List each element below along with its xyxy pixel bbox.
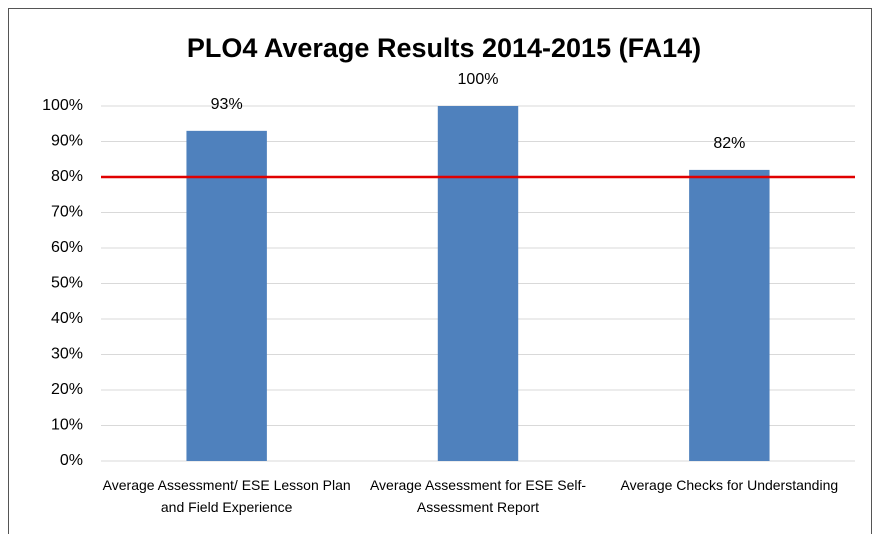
chart-title: PLO4 Average Results 2014-2015 (FA14) [187,33,701,63]
y-tick-label: 10% [51,417,83,434]
y-tick-label: 70% [51,204,83,221]
bar [689,169,770,461]
y-tick-label: 20% [51,381,83,398]
y-tick-label: 90% [51,133,83,150]
value-label: 82% [713,135,745,152]
value-label: 93% [211,96,243,113]
bar [437,106,519,461]
y-tick-label: 80% [51,168,83,185]
y-tick-label: 60% [51,239,83,256]
x-tick-label: Average Assessment/ ESE Lesson Plan and … [102,477,351,515]
x-tick-label: Average Checks for Understanding [620,477,839,493]
y-tick-label: 100% [42,97,83,114]
y-tick-label: 50% [51,275,83,292]
y-tick-label: 30% [51,346,83,363]
bar [186,130,267,461]
x-tick-label: Average Assessment for ESE Self-Assessme… [369,477,587,515]
y-tick-label: 40% [51,310,83,327]
value-label: 100% [458,71,499,88]
y-tick-label: 0% [60,452,83,469]
